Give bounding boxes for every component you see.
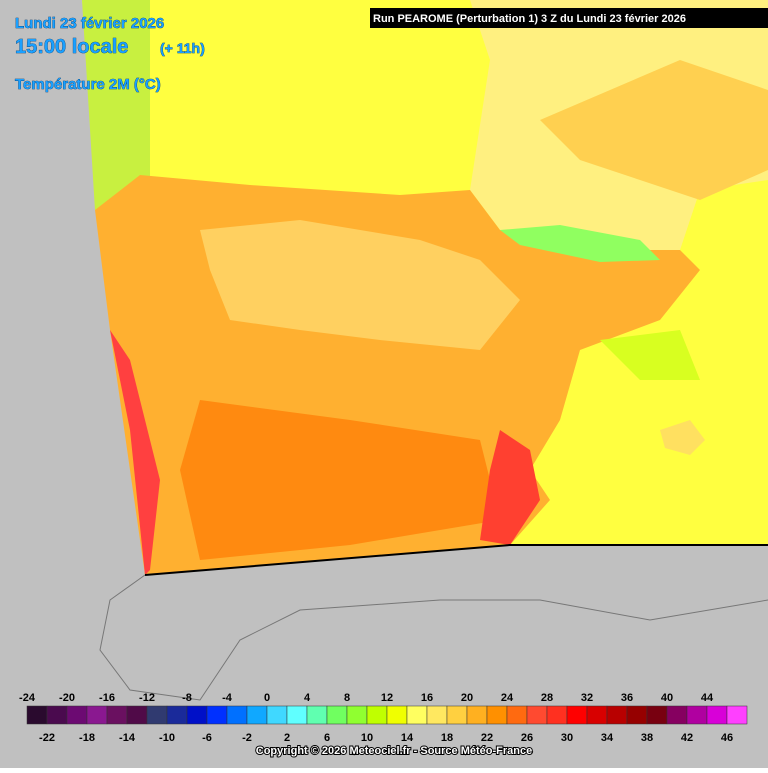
- legend-label: 22: [481, 732, 493, 744]
- legend-swatch: [706, 705, 728, 725]
- run-box: [370, 8, 768, 28]
- legend-swatch: [526, 705, 548, 725]
- time: 15:00 locale: [15, 36, 128, 58]
- south-warm: [180, 400, 500, 560]
- legend-label: 6: [324, 732, 330, 744]
- pyrenees: [500, 225, 660, 262]
- legend-swatch: [66, 705, 88, 725]
- legend-label: 12: [381, 692, 393, 704]
- legend-label: 38: [641, 732, 653, 744]
- legend-label: 30: [561, 732, 573, 744]
- legend-swatch: [646, 705, 668, 725]
- legend-swatch: [626, 705, 648, 725]
- legend-label: 44: [701, 692, 714, 704]
- legend-swatch: [106, 705, 128, 725]
- legend-swatch: [726, 705, 748, 725]
- france-warm: [540, 60, 768, 200]
- murcia-hot: [480, 430, 540, 545]
- legend-label: 16: [421, 692, 433, 704]
- legend-swatch: [146, 705, 168, 725]
- legend-label: 26: [521, 732, 533, 744]
- legend-swatch: [546, 705, 568, 725]
- legend-swatch: [586, 705, 608, 725]
- legend-label: -20: [59, 692, 75, 704]
- legend-swatch: [126, 705, 148, 725]
- parameter: Température 2M (°C): [15, 76, 161, 93]
- legend-label: 28: [541, 692, 553, 704]
- legend-swatch: [426, 705, 448, 725]
- legend-label: 34: [601, 732, 614, 744]
- legend-label: 0: [264, 692, 270, 704]
- legend-label: 4: [304, 692, 311, 704]
- legend-swatch: [186, 705, 208, 725]
- legend-swatch: [446, 705, 468, 725]
- legend-label: -12: [139, 692, 155, 704]
- legend-label: 24: [501, 692, 514, 704]
- legend-swatch: [566, 705, 588, 725]
- legend-label: -4: [222, 692, 233, 704]
- legend-swatch: [226, 705, 248, 725]
- legend-swatch: [686, 705, 708, 725]
- legend-swatch: [306, 705, 328, 725]
- legend-label: 14: [401, 732, 414, 744]
- meseta: [200, 220, 520, 350]
- legend-label: 32: [581, 692, 593, 704]
- legend-label: 2: [284, 732, 290, 744]
- legend-swatch: [206, 705, 228, 725]
- legend-swatch: [166, 705, 188, 725]
- run-info: Run PEAROME (Perturbation 1) 3 Z du Lund…: [373, 13, 686, 25]
- copyright: Copyright © 2026 Meteociel.fr - Source M…: [256, 745, 532, 757]
- date: Lundi 23 février 2026: [15, 15, 164, 32]
- legend-label: 36: [621, 692, 633, 704]
- legend-swatch: [386, 705, 408, 725]
- legend-swatch: [326, 705, 348, 725]
- legend-label: 42: [681, 732, 693, 744]
- legend-label: -8: [182, 692, 192, 704]
- baleares-sea: [600, 330, 700, 380]
- legend-swatch: [266, 705, 288, 725]
- legend-swatch: [406, 705, 428, 725]
- legend-label: -14: [119, 732, 136, 744]
- legend-swatch: [86, 705, 108, 725]
- legend-label: 40: [661, 692, 673, 704]
- mallorca: [660, 420, 705, 455]
- coastline: [99, 574, 768, 701]
- legend-label: -2: [242, 732, 252, 744]
- offset: (+ 11h): [160, 40, 205, 56]
- legend-label: -6: [202, 732, 212, 744]
- domain-edge: [144, 544, 768, 576]
- legend-swatch: [246, 705, 268, 725]
- legend-swatch: [366, 705, 388, 725]
- legend-label: 10: [361, 732, 373, 744]
- legend-swatch: [466, 705, 488, 725]
- legend-swatch: [346, 705, 368, 725]
- legend-swatch: [26, 705, 48, 725]
- legend-swatch: [506, 705, 528, 725]
- coast-hot: [110, 330, 160, 575]
- legend-swatch: [486, 705, 508, 725]
- legend-label: -16: [99, 692, 115, 704]
- legend-swatch: [606, 705, 628, 725]
- green-sea: [82, 0, 150, 210]
- legend-label: -22: [39, 732, 55, 744]
- legend-swatch: [46, 705, 68, 725]
- legend-swatch: [286, 705, 308, 725]
- legend-label: -18: [79, 732, 95, 744]
- legend-label: 8: [344, 692, 350, 704]
- legend-label: 18: [441, 732, 453, 744]
- legend-label: 46: [721, 732, 733, 744]
- legend-label: -24: [19, 692, 36, 704]
- legend-swatch: [666, 705, 688, 725]
- legend-label: -10: [159, 732, 175, 744]
- legend-label: 20: [461, 692, 473, 704]
